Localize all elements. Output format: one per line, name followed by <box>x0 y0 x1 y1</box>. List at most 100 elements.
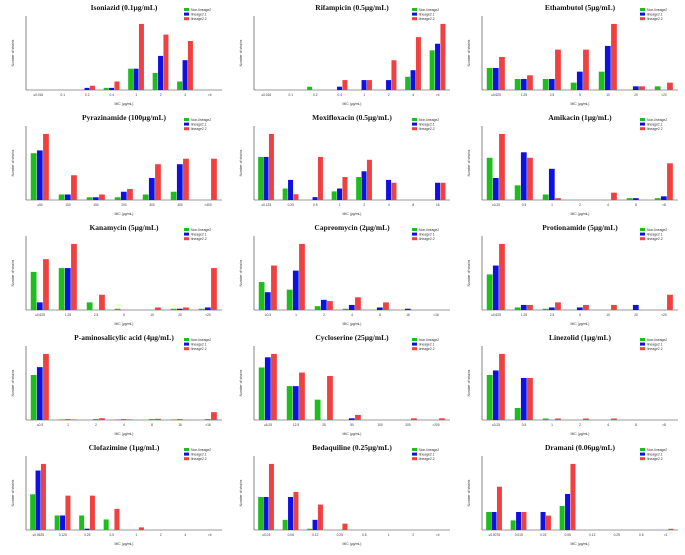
bar-3-6 <box>183 307 189 310</box>
x-tick-label: 4 <box>607 203 609 207</box>
chart-title: Rifampicin (0.5μg/mL) <box>315 3 389 12</box>
bar-2-6 <box>632 198 639 200</box>
x-tick-label: 20 <box>178 313 182 317</box>
bar-3-7 <box>211 158 217 200</box>
y-axis-label: Number of strains <box>239 259 243 286</box>
legend-label: lineage2.1 <box>419 12 435 16</box>
legend-swatch <box>412 118 417 121</box>
legend-label: lineage2.2 <box>191 457 207 461</box>
chart-panel-15: Dramani (0.06μg/mL) Number of strains MIC … <box>467 443 678 546</box>
legend-swatch <box>184 127 189 131</box>
bar-3-3 <box>317 156 323 200</box>
legend-label: Non-lineage2 <box>647 8 667 12</box>
bar-3-4 <box>355 297 361 310</box>
chart-panel-13: Clofazimine (1μg/mL) Number of strains MIC… <box>11 443 222 546</box>
x-tick-label: >20 <box>205 313 211 317</box>
x-tick-label: 200 <box>121 203 127 207</box>
bar-2-4 <box>576 71 583 90</box>
legend-swatch <box>184 338 189 341</box>
bar-3-6 <box>411 418 417 420</box>
bar-1-5 <box>128 68 134 90</box>
bar-3-5 <box>155 307 161 310</box>
x-tick-label: 0.5 <box>110 533 115 537</box>
bar-3-7 <box>211 268 217 310</box>
bar-3-4 <box>342 80 348 90</box>
bar-3-3 <box>89 85 95 90</box>
legend-swatch <box>412 127 417 131</box>
bar-2-2 <box>520 377 527 420</box>
bar-3-1 <box>268 463 274 530</box>
bar-2-5 <box>604 45 611 90</box>
x-tick-label: 100 <box>65 203 71 207</box>
x-tick-label: ≤0.125 <box>261 203 271 207</box>
bar-1-1 <box>486 157 493 200</box>
legend-label: lineage2.2 <box>647 17 663 21</box>
legend-swatch <box>412 12 417 16</box>
legend-swatch <box>640 228 645 231</box>
bar-2-5 <box>133 68 139 90</box>
x-tick-label: >400 <box>204 203 211 207</box>
legend-label: lineage2.2 <box>191 347 207 351</box>
x-tick-label: 8 <box>151 423 153 427</box>
x-tick-label: ≤0.0078 <box>489 533 501 537</box>
bar-1-2 <box>58 419 65 420</box>
x-tick-label: 16 <box>406 313 410 317</box>
bar-2-2 <box>64 194 71 200</box>
bar-1-6 <box>626 198 633 200</box>
y-axis-label: Number of strains <box>467 369 471 396</box>
bar-3-3 <box>545 515 551 530</box>
bar-3-6 <box>391 182 397 200</box>
x-tick-label: ≤0.016 <box>261 93 271 97</box>
legend-label: lineage2.1 <box>647 342 663 346</box>
chart-panel-3: Ethambutol (5μg/mL) Number of strains MIC … <box>467 3 678 106</box>
x-tick-label: 8 <box>379 313 381 317</box>
bar-3-1 <box>43 259 49 310</box>
bar-1-2 <box>514 307 521 310</box>
bar-1-3 <box>86 302 93 310</box>
legend-label: Non-lineage2 <box>419 338 439 342</box>
bar-2-1 <box>491 511 497 530</box>
legend-swatch <box>412 232 417 236</box>
bar-3-7 <box>667 163 673 200</box>
bar-2-6 <box>176 164 183 200</box>
bar-3-4 <box>583 418 589 420</box>
bar-2-4 <box>337 86 343 90</box>
bar-3-3 <box>317 504 323 530</box>
bar-2-2 <box>292 270 299 310</box>
x-axis-label: MIC (μg/mL) <box>571 212 590 216</box>
chart-title: Isoniazid (0.1μg/mL) <box>91 3 158 12</box>
legend-label: lineage2.2 <box>419 127 435 131</box>
bar-1-7 <box>654 198 661 200</box>
bar-2-1 <box>263 156 269 200</box>
y-axis-label: Number of strains <box>467 39 471 66</box>
x-tick-label: 0.12 <box>589 533 595 537</box>
bar-3-4 <box>114 508 120 530</box>
bar-2-3 <box>312 519 318 530</box>
bar-3-1 <box>40 463 46 530</box>
bar-1-2 <box>54 515 60 530</box>
bar-2-4 <box>120 419 127 420</box>
y-axis-label: Number of strains <box>239 479 243 506</box>
bar-2-3 <box>92 197 99 200</box>
legend-swatch <box>184 8 189 11</box>
legend-swatch <box>412 342 417 346</box>
legend-swatch <box>640 8 645 11</box>
x-tick-label: 2 <box>160 93 162 97</box>
x-tick-label: 0.25 <box>84 533 90 537</box>
bar-3-5 <box>611 23 617 90</box>
bar-3-3 <box>555 198 561 200</box>
chart-title: Amikacin (1μg/mL) <box>548 113 612 122</box>
bar-1-2 <box>282 519 288 530</box>
x-tick-label: 0.5 <box>522 423 527 427</box>
bar-1-7 <box>405 76 411 90</box>
x-tick-label: 1 <box>388 533 390 537</box>
chart-title: Kanamycin (5μg/mL) <box>89 223 159 232</box>
legend-label: lineage2.2 <box>191 237 207 241</box>
x-tick-label: 2 <box>388 93 390 97</box>
bar-3-2 <box>293 194 299 200</box>
legend-label: Non-lineage2 <box>419 118 439 122</box>
bar-3-5 <box>155 164 161 200</box>
bar-3-1 <box>496 486 502 530</box>
bar-1-1 <box>486 274 493 310</box>
y-axis-label: Number of strains <box>11 149 15 176</box>
